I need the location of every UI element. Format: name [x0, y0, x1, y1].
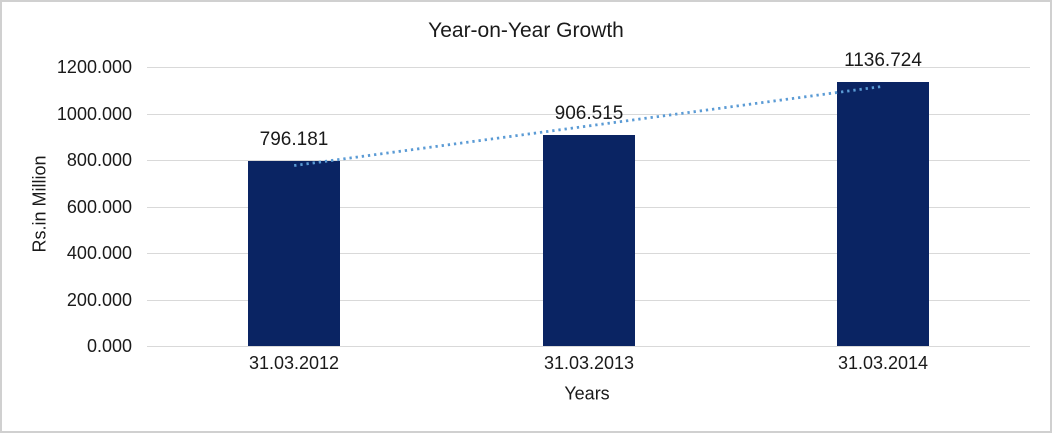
x-axis-title: Years [564, 383, 610, 404]
y-tick-label: 1200.000 [56, 57, 132, 77]
x-tick-label: 31.03.2014 [837, 353, 929, 373]
y-tick-label: 0.000 [86, 336, 132, 356]
bar [837, 82, 929, 346]
x-tick-label: 31.03.2012 [248, 353, 340, 373]
bar [543, 135, 635, 346]
y-tick-label: 800.000 [66, 150, 132, 170]
bar-value-label: 1136.724 [844, 50, 922, 71]
chart-title: Year-on-Year Growth [428, 19, 624, 42]
bar-value-label: 796.181 [259, 129, 329, 150]
y-axis-title: Rs.in Million [29, 155, 50, 253]
y-tick-label: 200.000 [66, 290, 132, 310]
y-tick-label: 400.000 [66, 243, 132, 263]
gridline [147, 67, 1030, 68]
x-tick-label: 31.03.2013 [543, 353, 635, 373]
bar [248, 161, 340, 346]
y-tick-label: 600.000 [66, 197, 132, 217]
y-tick-label: 1000.000 [56, 104, 132, 124]
gridline [147, 346, 1030, 347]
bar-value-label: 906.515 [554, 103, 624, 124]
